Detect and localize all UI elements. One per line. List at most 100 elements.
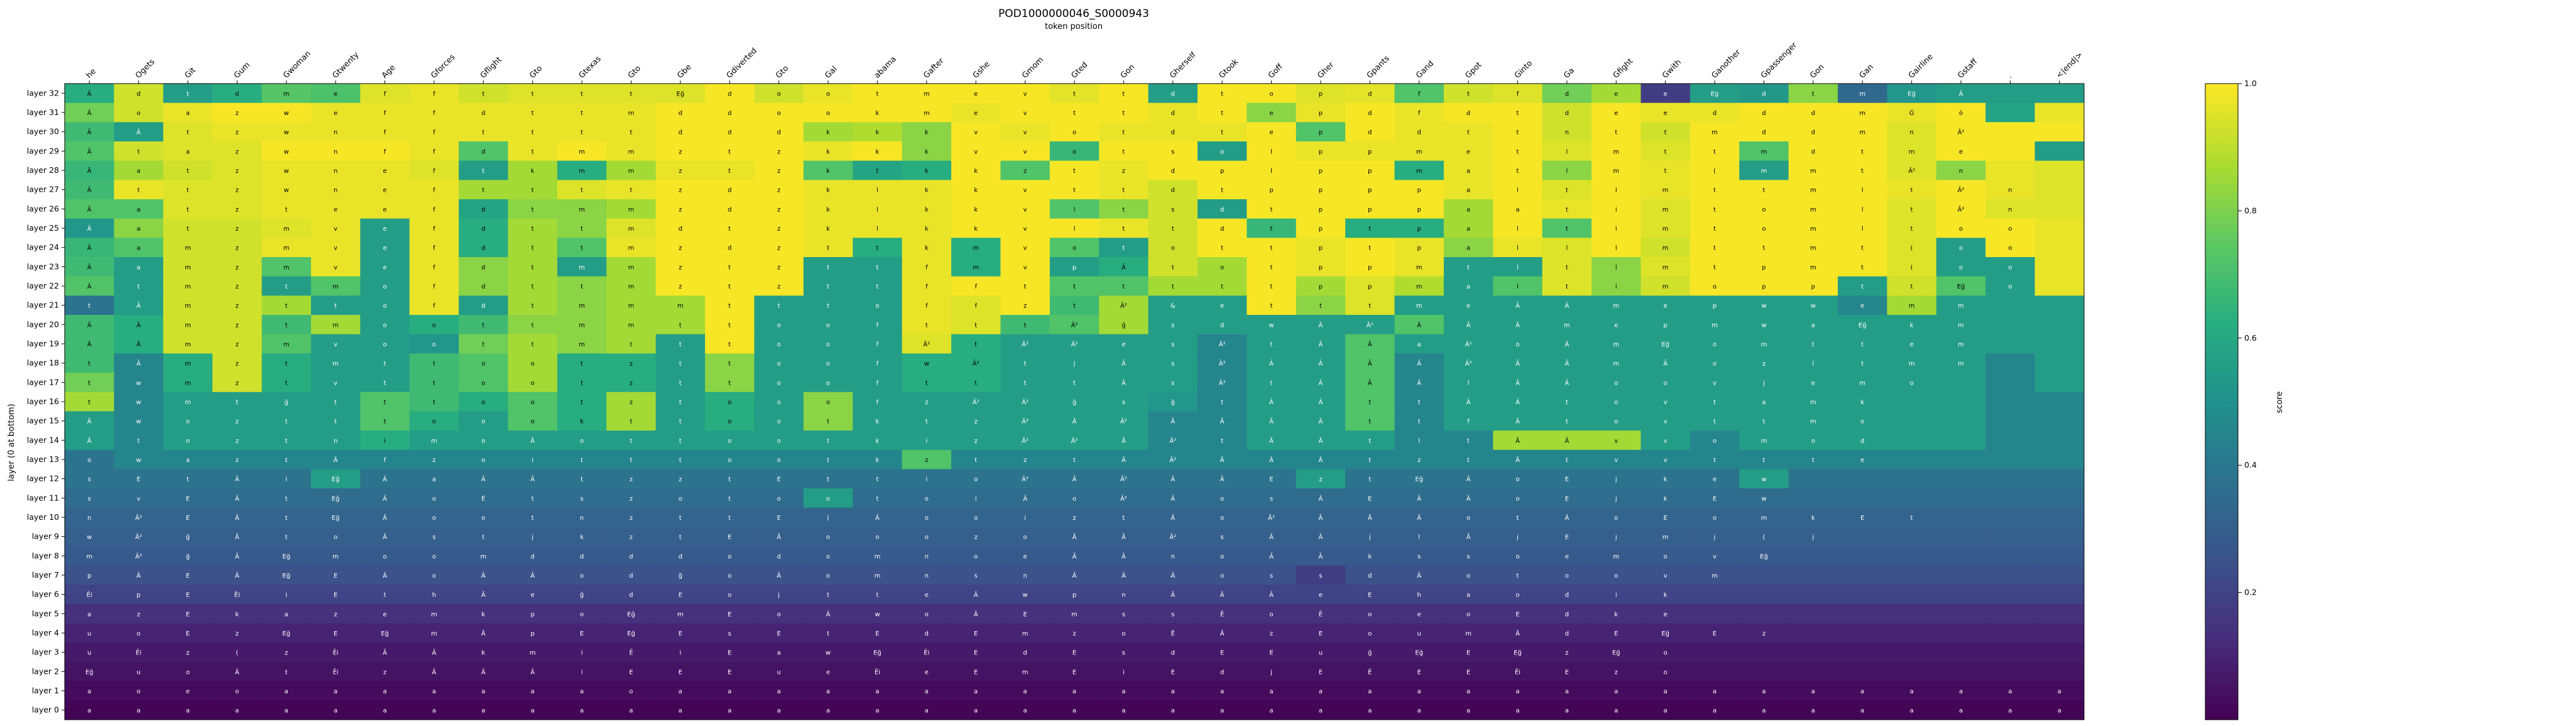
heatmap-cell	[1936, 276, 1986, 296]
heatmap-cell-label: m	[579, 168, 585, 175]
heatmap-cell	[606, 681, 657, 701]
heatmap-cell-label: f	[384, 457, 386, 464]
heatmap-cell	[1443, 488, 1493, 509]
heatmap-cell	[1542, 102, 1592, 123]
heatmap-cell-label: o	[1220, 573, 1224, 580]
heatmap-cell-label: z	[432, 457, 435, 464]
heatmap-cell-label: k	[826, 148, 830, 155]
heatmap-cell-label: z	[777, 206, 780, 213]
heatmap-cell-label: E	[186, 630, 190, 637]
y-tick-label: layer 25	[27, 223, 59, 233]
heatmap-cell-label: t	[532, 245, 534, 252]
heatmap-cell-label: Ā²	[1022, 340, 1029, 348]
heatmap-cell	[360, 238, 410, 258]
heatmap-cell	[114, 642, 164, 663]
heatmap-cell-label: a	[1466, 168, 1470, 175]
heatmap-cell	[606, 565, 657, 585]
heatmap-cell-label: t	[876, 168, 878, 175]
heatmap-cell	[1640, 373, 1691, 393]
heatmap-cell	[261, 180, 312, 200]
heatmap-cell-label: s	[1171, 380, 1174, 387]
heatmap-cell-label: f	[433, 148, 435, 155]
heatmap-cell-label: d	[629, 592, 633, 599]
heatmap-cell	[951, 623, 1001, 643]
heatmap-cell	[163, 392, 213, 412]
heatmap-cell-label: Ā	[1515, 456, 1520, 464]
heatmap-cell-label: k	[974, 168, 978, 175]
heatmap-cell	[360, 199, 410, 219]
heatmap-cell-label: Ā	[1122, 552, 1126, 560]
heatmap-cell	[1148, 199, 1198, 219]
heatmap-cell-label: Ā	[1072, 417, 1077, 426]
heatmap-cell-label: t	[482, 91, 484, 97]
heatmap-cell-label: o	[728, 399, 731, 406]
heatmap-cell	[1985, 315, 2036, 335]
heatmap-cell	[212, 527, 263, 547]
heatmap-cell	[1887, 662, 1937, 682]
heatmap-cell-label: a	[925, 688, 929, 695]
heatmap-cell-label: a	[826, 708, 830, 715]
heatmap-cell	[655, 238, 706, 258]
heatmap-cell-label: o	[531, 361, 535, 368]
heatmap-cell	[360, 102, 410, 123]
heatmap-cell	[1985, 392, 2036, 412]
heatmap-cell-label: Ā	[1023, 494, 1027, 502]
heatmap-cell	[1247, 102, 1297, 123]
heatmap-cell	[212, 585, 263, 605]
heatmap-cell	[1887, 449, 1937, 470]
heatmap-cell-label: e	[1811, 380, 1815, 387]
heatmap-cell	[2034, 527, 2085, 547]
heatmap-cell-label: t	[827, 419, 829, 426]
heatmap-cell-label: i	[1615, 283, 1617, 290]
heatmap-cell-label: t	[1073, 457, 1076, 464]
y-tick-label: layer 30	[27, 127, 59, 136]
heatmap-cell	[212, 160, 263, 180]
heatmap-cell-label: p	[1319, 148, 1323, 155]
heatmap-cell-label: s	[1171, 341, 1174, 348]
heatmap-cell	[1591, 160, 1641, 180]
heatmap-cell	[163, 122, 213, 142]
heatmap-cell-label: t	[679, 419, 682, 426]
heatmap-cell-label: z	[777, 264, 780, 271]
heatmap-cell-label: f	[433, 283, 435, 290]
heatmap-cell-label: p	[1713, 303, 1716, 310]
heatmap-cell-label: m	[185, 399, 191, 406]
heatmap-cell	[1345, 373, 1395, 393]
heatmap-cell	[655, 141, 706, 162]
heatmap-cell-label: f	[974, 303, 977, 310]
heatmap-cell	[1197, 507, 1247, 527]
heatmap-cell-label: k	[876, 457, 880, 464]
heatmap-cell-label: w	[1811, 303, 1816, 310]
heatmap-cell-label: t	[1270, 283, 1273, 290]
heatmap-cell-label: o	[1515, 495, 1519, 502]
heatmap-cell-label: z	[236, 380, 239, 387]
heatmap-cell-label: t	[581, 110, 583, 117]
heatmap-cell	[1296, 565, 1346, 585]
heatmap-cell-label: i	[384, 437, 386, 444]
heatmap-cell	[803, 373, 853, 393]
heatmap-cell	[1591, 565, 1641, 585]
heatmap-cell	[409, 141, 459, 162]
heatmap-cell	[1591, 141, 1641, 162]
heatmap-cell	[902, 488, 952, 509]
heatmap-cell	[853, 141, 903, 162]
heatmap-cell-label: i	[925, 437, 927, 444]
heatmap-cell	[1887, 180, 1937, 200]
heatmap-cell-label: Ā	[1319, 378, 1323, 387]
heatmap-cell	[803, 662, 853, 682]
heatmap-cell-label: k	[974, 206, 978, 213]
heatmap-cell	[261, 431, 312, 451]
heatmap-cell	[1493, 469, 1543, 489]
heatmap-cell-label: t	[285, 283, 288, 290]
heatmap-cell-label: d	[481, 283, 485, 290]
heatmap-cell-label: o	[1171, 245, 1175, 252]
heatmap-cell	[1394, 102, 1444, 123]
heatmap-cell	[65, 199, 114, 219]
heatmap-cell	[853, 642, 903, 663]
heatmap-cell	[459, 507, 509, 527]
heatmap-cell	[557, 141, 607, 162]
y-tick-label: layer 22	[27, 281, 59, 290]
heatmap-cell	[1443, 102, 1493, 123]
heatmap-cell-label: n	[1565, 129, 1569, 136]
heatmap-cell-label: o	[925, 534, 929, 541]
